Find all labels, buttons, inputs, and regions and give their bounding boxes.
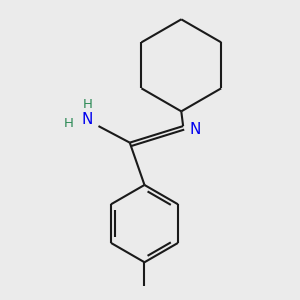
Text: H: H [64, 117, 74, 130]
Text: N: N [190, 122, 201, 136]
Text: H: H [82, 98, 92, 111]
Text: N: N [82, 112, 93, 127]
